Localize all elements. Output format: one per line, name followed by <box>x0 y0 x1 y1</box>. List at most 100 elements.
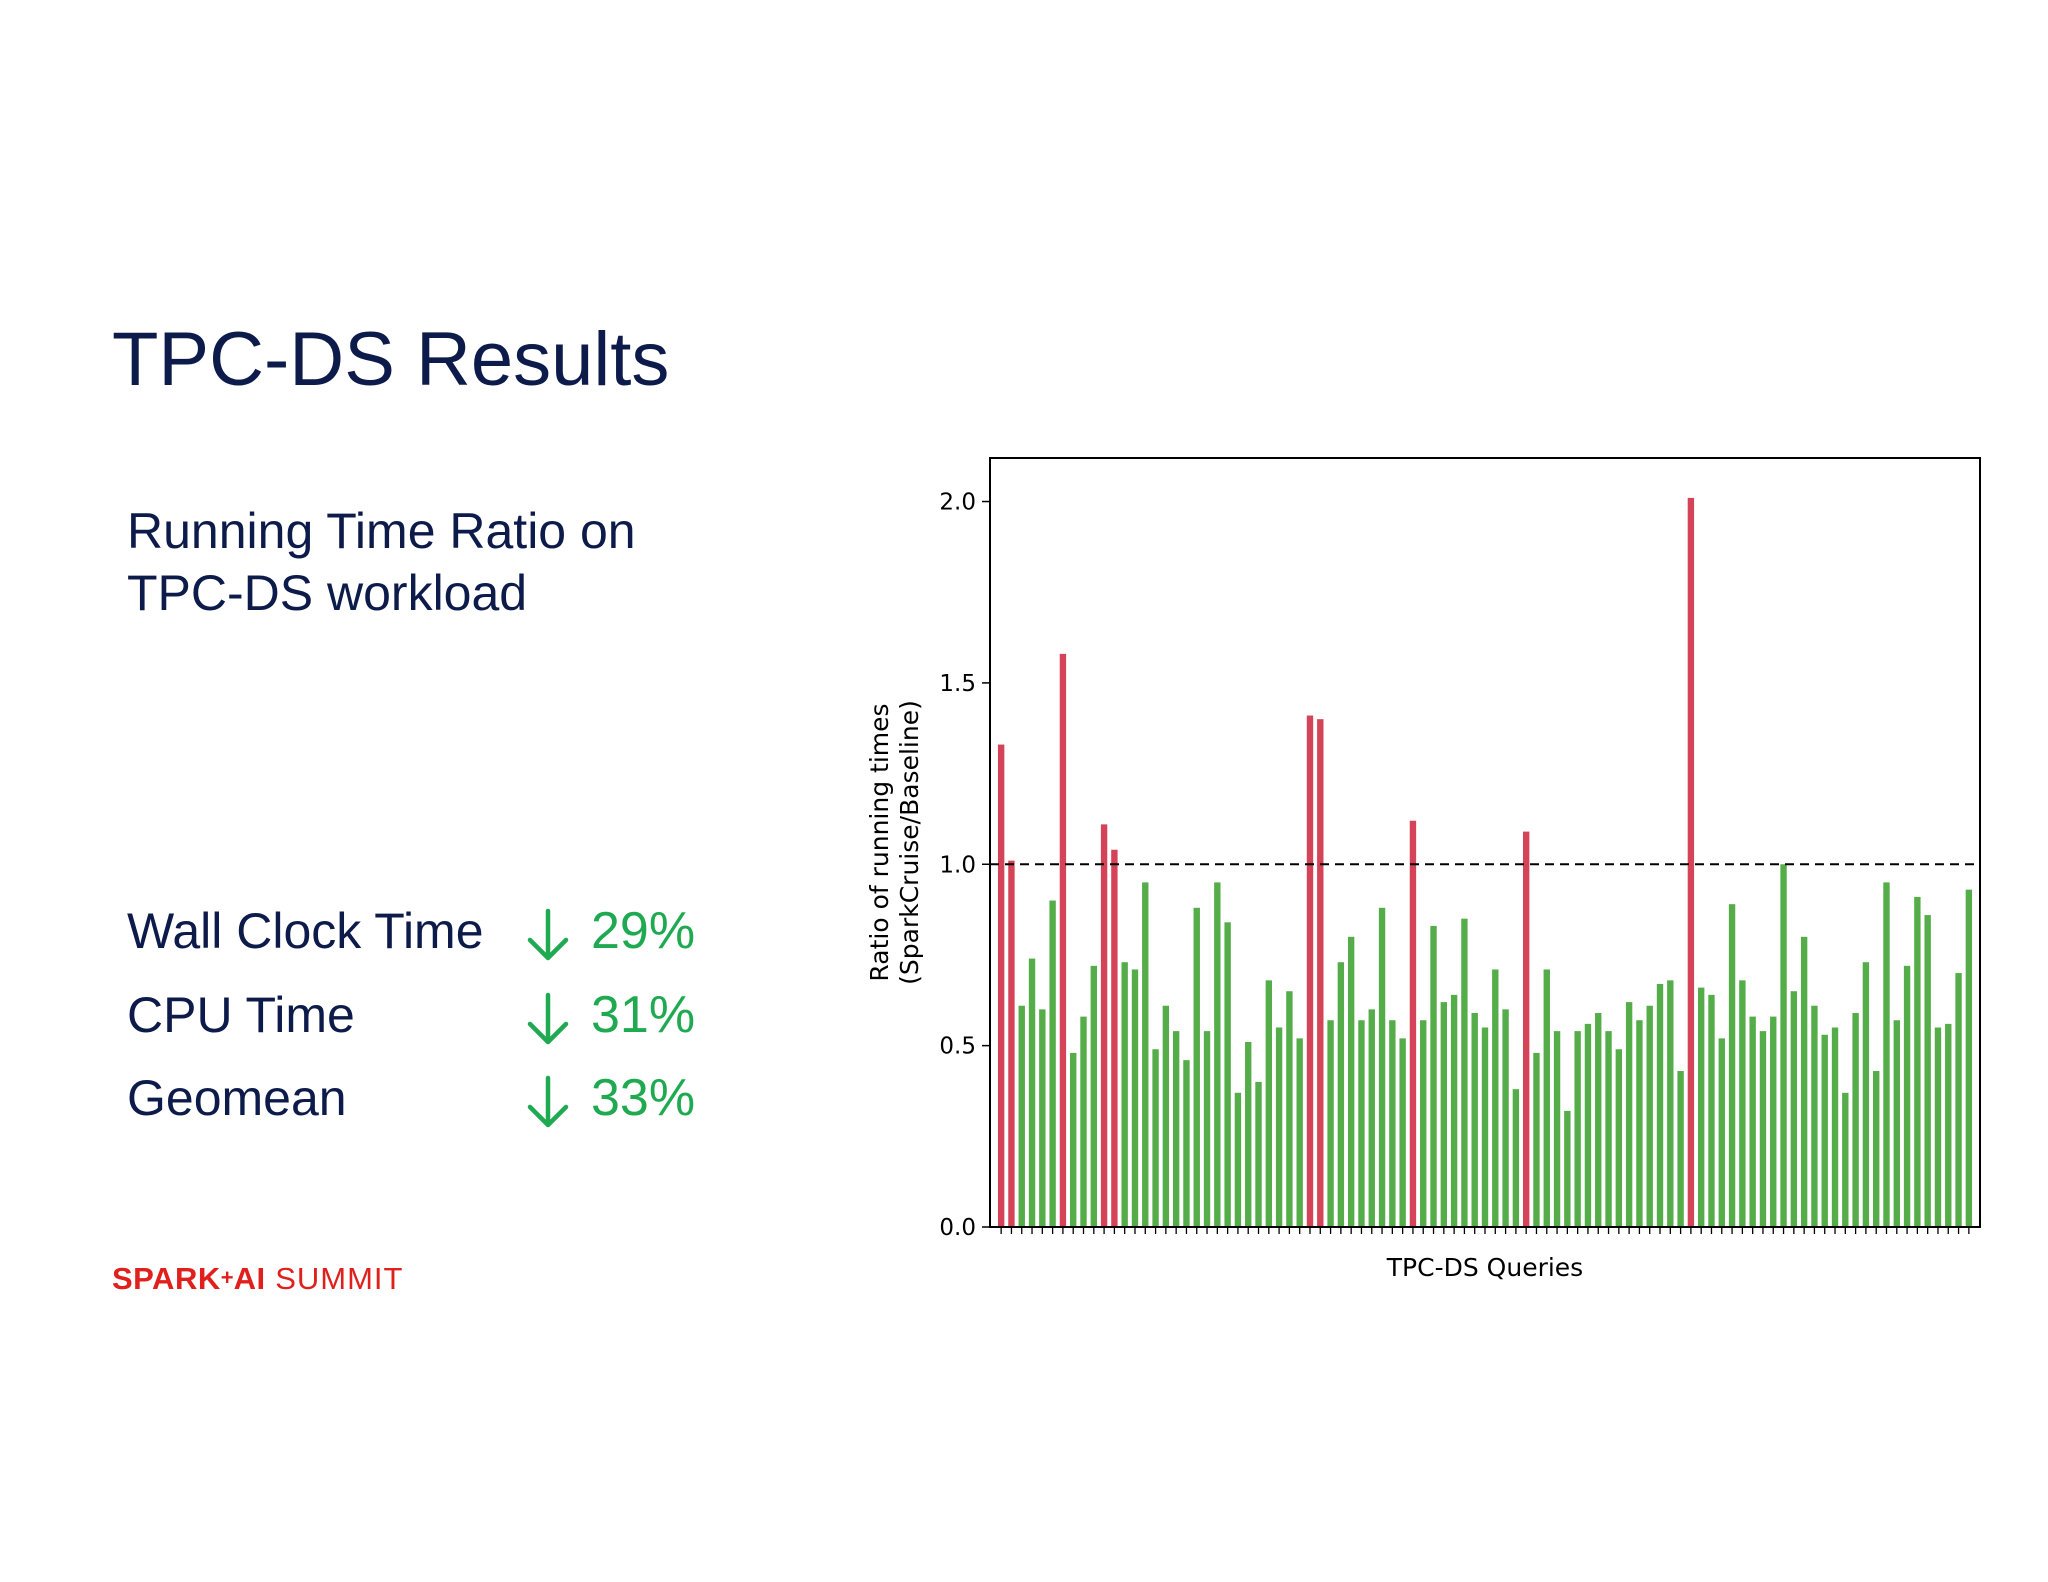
metric-value: 31% <box>591 986 696 1044</box>
bar <box>1965 889 1973 1227</box>
bar <box>1955 973 1962 1227</box>
bar <box>1862 962 1870 1227</box>
bar <box>1090 965 1097 1227</box>
bar <box>1275 1027 1283 1227</box>
metric-value: 29% <box>591 902 696 960</box>
y-tick-label: 0.0 <box>939 1215 976 1241</box>
bar <box>1214 882 1221 1227</box>
bar <box>1739 980 1746 1227</box>
bar <box>1749 1016 1756 1227</box>
bar <box>1306 715 1314 1227</box>
bar <box>1245 1042 1252 1227</box>
y-axis-label: Ratio of running times <box>865 703 894 981</box>
bar <box>1481 1027 1489 1227</box>
bar <box>1203 1031 1211 1227</box>
bar <box>1574 1031 1581 1227</box>
bar <box>1049 900 1056 1227</box>
bar <box>1492 969 1499 1227</box>
bar <box>1903 965 1911 1227</box>
y-tick-label: 1.0 <box>939 852 976 878</box>
y-axis-label: (SparkCruise/Baseline) <box>895 700 924 985</box>
bar <box>1831 1027 1839 1227</box>
bar <box>1296 1038 1303 1227</box>
bar <box>1790 991 1798 1227</box>
bar <box>1821 1034 1828 1227</box>
bar <box>1409 820 1417 1227</box>
bar <box>1008 860 1015 1227</box>
bar <box>1924 915 1931 1227</box>
y-tick-label: 1.5 <box>939 671 976 697</box>
bar <box>1059 653 1067 1227</box>
bar <box>1070 1052 1077 1227</box>
bar <box>1430 925 1437 1227</box>
metric-label: Wall Clock Time <box>127 903 484 959</box>
bar <box>1265 980 1272 1227</box>
metric-label: CPU Time <box>127 987 355 1043</box>
arrow-down-icon <box>527 908 569 961</box>
bar <box>1636 1020 1643 1227</box>
bar <box>1172 1031 1180 1227</box>
metric-geomean: Geomean 33% <box>127 1063 727 1133</box>
bar <box>1605 1031 1612 1227</box>
metric-value: 33% <box>591 1069 696 1127</box>
bar <box>1780 864 1787 1227</box>
bar <box>1873 1071 1880 1227</box>
arrow-down-icon <box>527 992 569 1045</box>
bar <box>1471 1012 1478 1227</box>
logo-text-plus: + <box>220 1265 234 1290</box>
bar <box>1934 1027 1942 1227</box>
bar <box>1358 1020 1365 1227</box>
spark-ai-summit-logo: SPARK+AI SUMMIT <box>112 1263 403 1294</box>
plot-frame <box>989 457 1981 1228</box>
bar <box>1811 1005 1818 1227</box>
logo-text-summit: SUMMIT <box>265 1261 404 1296</box>
bar <box>1018 1005 1025 1227</box>
bar <box>1327 1020 1334 1227</box>
bar <box>1615 1049 1623 1227</box>
bar <box>1142 882 1149 1227</box>
bar <box>1883 882 1890 1227</box>
bar <box>1842 1092 1849 1227</box>
bar <box>1595 1012 1602 1227</box>
slide-title: TPC-DS Results <box>112 317 670 402</box>
metric-cpu-time: CPU Time 31% <box>127 980 727 1050</box>
bar <box>1502 1009 1509 1227</box>
bar <box>1728 904 1736 1227</box>
bar <box>1522 831 1530 1227</box>
bar <box>1255 1081 1262 1227</box>
y-tick-label: 0.5 <box>939 1034 976 1060</box>
logo-text-ai: AI <box>233 1261 266 1296</box>
bar <box>1224 922 1231 1227</box>
bar <box>1656 983 1664 1227</box>
chart-caption: Running Time Ratio on TPC-DS workload <box>127 500 636 624</box>
bar <box>1317 719 1324 1227</box>
bar <box>1162 1005 1170 1227</box>
bar <box>1286 991 1293 1227</box>
bar <box>1893 1020 1900 1227</box>
bar <box>1131 969 1139 1227</box>
bar <box>1687 497 1695 1227</box>
bar <box>1667 980 1674 1227</box>
bar <box>1584 1023 1592 1227</box>
bar <box>1533 1052 1540 1227</box>
bar <box>1121 962 1128 1227</box>
bar <box>1399 1038 1406 1227</box>
bar <box>1543 969 1550 1227</box>
bar <box>1347 936 1355 1227</box>
bar <box>1234 1092 1242 1227</box>
bar <box>1039 1009 1046 1227</box>
bar <box>1646 1005 1653 1227</box>
bar <box>1708 994 1715 1227</box>
bar <box>1677 1071 1684 1227</box>
bar <box>1759 1031 1767 1227</box>
bar <box>1152 1049 1159 1227</box>
bar <box>1461 918 1468 1227</box>
bar <box>1028 958 1036 1227</box>
bar <box>1378 907 1386 1227</box>
bar <box>1564 1110 1571 1227</box>
bar <box>1420 1020 1427 1227</box>
logo-text-spark: SPARK <box>112 1261 221 1296</box>
bar <box>1945 1023 1952 1227</box>
bar <box>1914 896 1921 1227</box>
